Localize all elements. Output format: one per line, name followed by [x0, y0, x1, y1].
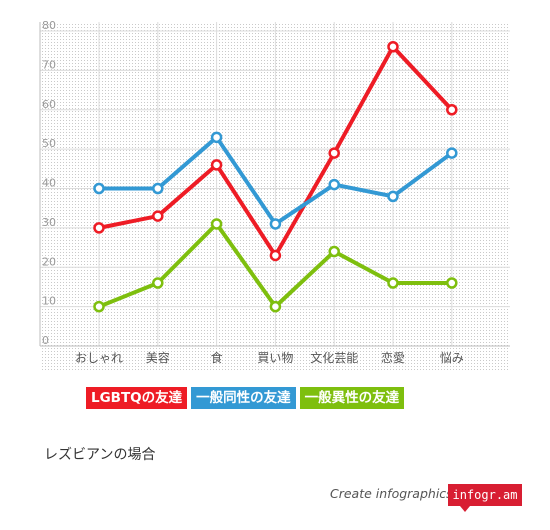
- x-tick-label: 文化芸能: [310, 350, 358, 365]
- data-point: [446, 277, 458, 289]
- data-point: [152, 277, 164, 289]
- series-1: [93, 131, 458, 230]
- data-point: [93, 182, 105, 195]
- series-0: [93, 41, 458, 262]
- y-tick-label: 50: [42, 137, 56, 150]
- data-point: [328, 147, 340, 159]
- y-tick-label: 0: [42, 334, 49, 347]
- data-point: [446, 147, 458, 159]
- chart-caption: レズビアンの場合: [44, 447, 156, 463]
- y-tick-label: 60: [42, 98, 56, 111]
- series-2: [93, 218, 458, 313]
- y-tick-label: 10: [42, 295, 56, 308]
- data-point: [387, 41, 399, 53]
- y-tick-label: 30: [42, 216, 56, 229]
- x-tick-label: 食: [211, 350, 223, 365]
- data-point: [446, 104, 458, 116]
- x-tick-label: 美容: [146, 350, 170, 365]
- data-point: [269, 300, 282, 313]
- y-tick-label: 20: [42, 255, 56, 268]
- data-point: [387, 277, 399, 289]
- data-point: [328, 178, 340, 191]
- data-point: [269, 218, 282, 230]
- data-point: [269, 249, 282, 262]
- y-tick-label: 70: [42, 58, 56, 71]
- data-point: [93, 222, 105, 234]
- footer-create-infographics: Create infographics: [330, 486, 453, 501]
- data-point: [328, 245, 340, 258]
- legend-item-same-sex: 一般同性の友達: [191, 387, 296, 409]
- data-point: [387, 190, 399, 203]
- x-tick-label: 恋愛: [381, 350, 405, 365]
- line-chart: 0 10 20 30 40 50 60 70 80 おしゃれ 美容 食 買い物 文化芸能 恋愛 悩み: [39, 19, 510, 372]
- data-point: [210, 218, 223, 230]
- legend-item-lgbtq: LGBTQの友達: [86, 387, 188, 409]
- legend: LGBTQの友達 一般同性の友達 一般異性の友達: [86, 387, 405, 409]
- data-point: [152, 210, 164, 222]
- y-tick-label: 40: [42, 177, 56, 190]
- x-tick-label: 悩み: [440, 351, 464, 365]
- y-tick-label: 80: [42, 19, 56, 32]
- data-point: [93, 300, 105, 313]
- data-point: [210, 159, 223, 171]
- brand-badge-tail: [460, 506, 470, 512]
- brand-badge[interactable]: infogr.am: [448, 484, 522, 506]
- legend-item-opposite-sex: 一般異性の友達: [299, 387, 405, 409]
- data-point: [210, 131, 223, 144]
- data-point: [152, 182, 164, 195]
- x-tick-label: おしゃれ: [75, 351, 123, 365]
- x-tick-label: 買い物: [257, 351, 293, 365]
